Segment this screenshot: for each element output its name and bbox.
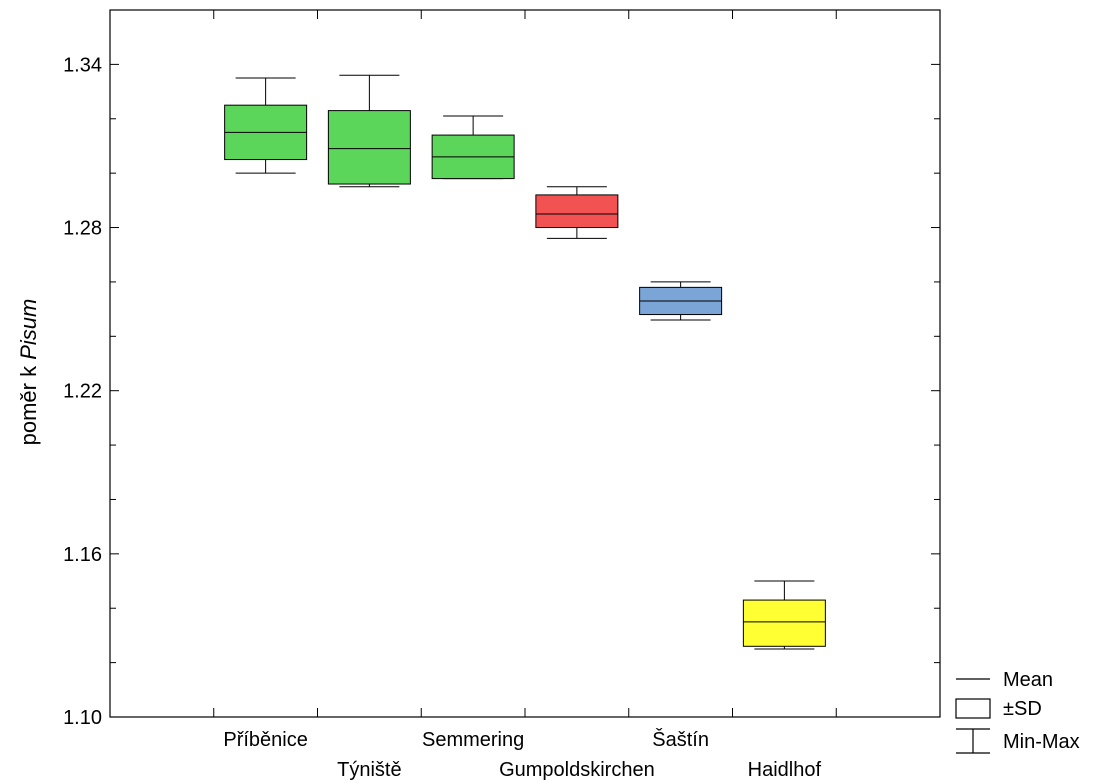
legend-sd-label: ±SD bbox=[1003, 698, 1042, 720]
x-category-label: Týniště bbox=[337, 759, 401, 781]
x-category-label: Gumpoldskirchen bbox=[499, 759, 655, 781]
y-axis-label: poměr k Pisum bbox=[16, 299, 41, 446]
y-tick-label: 1.16 bbox=[63, 544, 102, 566]
x-category-label: Příběnice bbox=[223, 729, 308, 751]
y-axis-label-italic: Pisum bbox=[16, 299, 41, 360]
box-group bbox=[224, 77, 308, 174]
legend-sd-symbol bbox=[955, 698, 991, 719]
y-tick-label: 1.34 bbox=[63, 54, 102, 76]
boxes bbox=[224, 74, 826, 650]
y-tick-label: 1.28 bbox=[63, 218, 102, 240]
x-axis: Příběnice Týniště Semmering Gumpoldskirchen… bbox=[109, 10, 941, 781]
y-axis: 1.10 1.16 1.22 1.28 1.34 bbox=[63, 9, 940, 729]
box-group bbox=[431, 115, 515, 180]
y-tick-label: 1.22 bbox=[63, 381, 102, 403]
x-category-label: Semmering bbox=[422, 729, 524, 751]
y-tick-label: 1.10 bbox=[63, 707, 102, 729]
x-category-label: Haidlhof bbox=[748, 759, 822, 781]
y-axis-label-prefix: poměr k bbox=[16, 360, 41, 446]
box-group bbox=[327, 74, 411, 188]
legend-minmax-label: Min-Max bbox=[1003, 731, 1080, 753]
sd-box bbox=[742, 599, 826, 647]
sd-box bbox=[327, 110, 411, 185]
sd-box bbox=[535, 194, 619, 229]
x-category-label: Šaštín bbox=[652, 728, 709, 751]
box-group bbox=[535, 186, 619, 239]
box-group bbox=[639, 281, 723, 321]
legend: Mean ±SD Min-Max bbox=[955, 669, 1080, 754]
box-group bbox=[742, 580, 826, 650]
legend-mean-label: Mean bbox=[1003, 669, 1053, 691]
